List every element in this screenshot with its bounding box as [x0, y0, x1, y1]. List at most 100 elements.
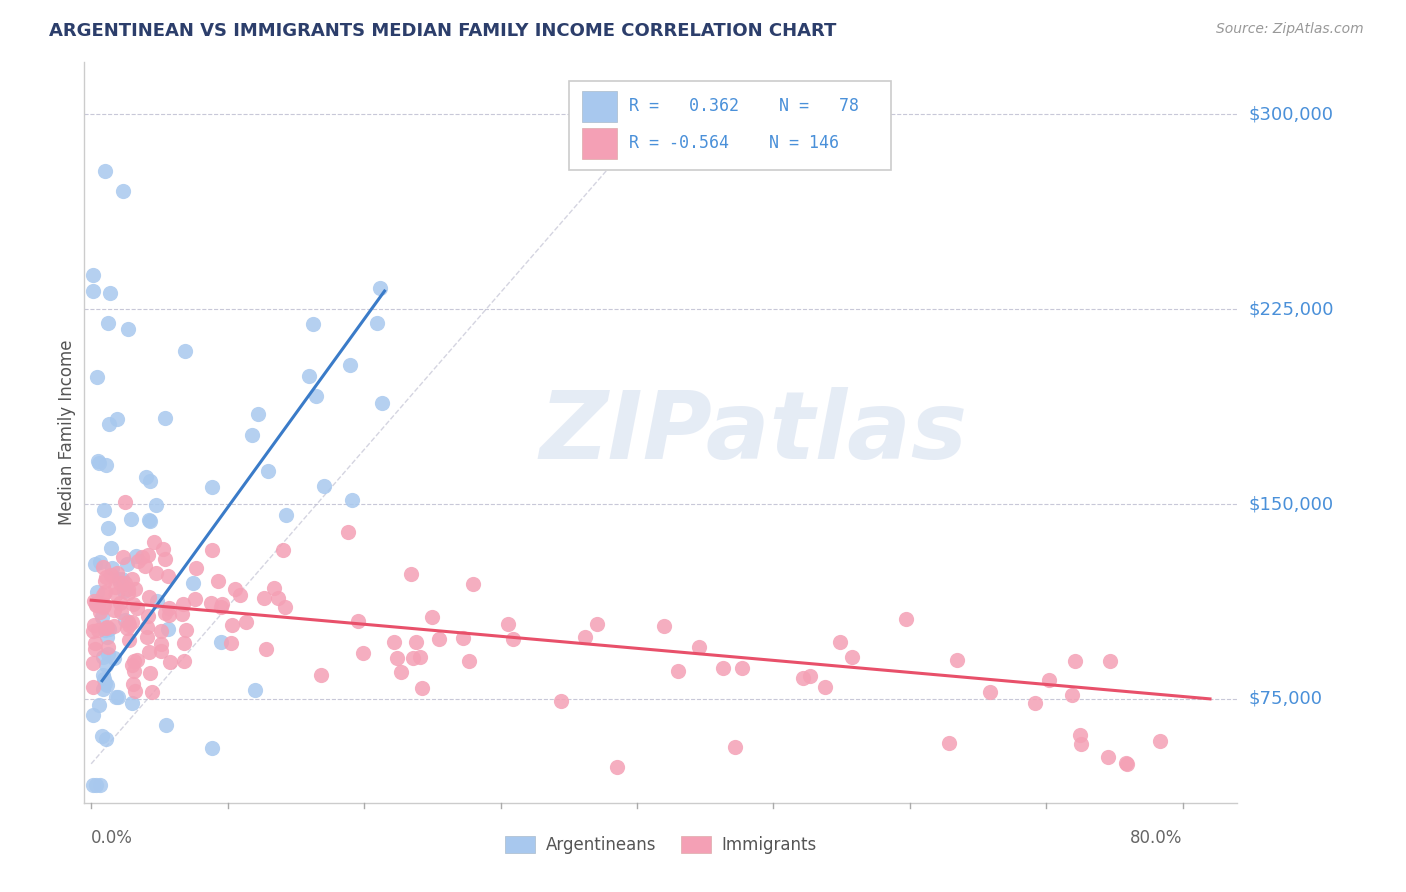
Point: [498, 617, 520, 632]
Point: [1064, 654, 1087, 668]
Point: [731, 661, 754, 675]
Point: [82, 680, 104, 694]
Point: [114, 613, 136, 627]
Point: [91, 729, 114, 743]
Point: [155, 606, 177, 620]
Point: [87, 698, 110, 713]
Point: [98, 417, 121, 431]
Point: [339, 359, 361, 373]
Point: [82, 624, 104, 638]
Point: [91, 600, 114, 615]
Point: [221, 618, 243, 632]
Point: [153, 411, 176, 425]
Point: [141, 685, 163, 699]
Point: [105, 587, 128, 601]
Point: [97, 316, 120, 330]
Point: [389, 665, 412, 680]
Point: [96, 630, 118, 644]
Point: [107, 411, 129, 425]
Point: [271, 542, 294, 557]
Point: [200, 596, 222, 610]
Point: [229, 589, 252, 603]
Point: [314, 479, 336, 493]
Point: [150, 624, 173, 638]
Point: [138, 645, 160, 659]
Point: [938, 736, 960, 750]
Point: [87, 456, 110, 470]
Point: [274, 599, 297, 614]
Point: [207, 574, 229, 589]
Point: [124, 582, 146, 596]
Point: [135, 470, 157, 484]
Point: [201, 542, 224, 557]
Legend: Argentineans, Immigrants: Argentineans, Immigrants: [499, 830, 823, 861]
Point: [337, 525, 360, 540]
Point: [127, 653, 149, 667]
Text: ZIPatlas: ZIPatlas: [538, 386, 967, 479]
Point: [402, 651, 425, 665]
Point: [115, 621, 138, 635]
Point: [82, 656, 104, 670]
Text: R =   0.362    N =   78: R = 0.362 N = 78: [628, 97, 859, 115]
Point: [114, 495, 136, 509]
Point: [257, 464, 280, 478]
Point: [97, 521, 120, 535]
Point: [96, 619, 118, 633]
Point: [84, 641, 107, 656]
Point: [139, 665, 162, 680]
Bar: [582, 128, 617, 159]
Text: ARGENTINEAN VS IMMIGRANTS MEDIAN FAMILY INCOME CORRELATION CHART: ARGENTINEAN VS IMMIGRANTS MEDIAN FAMILY …: [49, 22, 837, 40]
Point: [84, 778, 107, 792]
Point: [574, 630, 596, 644]
Point: [82, 284, 104, 298]
Point: [247, 407, 270, 421]
Point: [347, 614, 370, 628]
Point: [263, 581, 285, 595]
Text: $300,000: $300,000: [1249, 105, 1333, 123]
Point: [117, 582, 139, 597]
Point: [124, 683, 146, 698]
Point: [550, 694, 572, 708]
Point: [267, 591, 290, 606]
Point: [138, 513, 160, 527]
Point: [121, 657, 143, 672]
Point: [235, 615, 257, 629]
Point: [98, 285, 121, 300]
Point: [224, 582, 246, 596]
Point: [139, 474, 162, 488]
Point: [1038, 673, 1060, 687]
Point: [1099, 654, 1122, 668]
Point: [94, 732, 117, 747]
Text: 0.0%: 0.0%: [91, 829, 134, 847]
Point: [83, 618, 105, 632]
Point: [93, 503, 115, 517]
Point: [368, 280, 391, 294]
Point: [93, 598, 115, 612]
Point: [159, 655, 181, 669]
Point: [149, 637, 172, 651]
Point: [89, 555, 111, 569]
Point: [409, 649, 432, 664]
Bar: [582, 91, 617, 121]
Point: [96, 657, 118, 672]
Point: [979, 685, 1001, 699]
Point: [145, 498, 167, 512]
Point: [107, 690, 129, 705]
Text: Source: ZipAtlas.com: Source: ZipAtlas.com: [1216, 22, 1364, 37]
Point: [254, 641, 277, 656]
Point: [121, 696, 143, 710]
Point: [121, 677, 143, 691]
Point: [688, 640, 710, 655]
Point: [117, 615, 139, 629]
Y-axis label: Median Family Income: Median Family Income: [58, 340, 76, 525]
Point: [136, 630, 159, 644]
Point: [86, 369, 108, 384]
Point: [86, 585, 108, 599]
Point: [1069, 728, 1091, 742]
Point: [104, 690, 127, 704]
Point: [138, 591, 160, 605]
Point: [156, 569, 179, 583]
Point: [157, 608, 180, 623]
Point: [117, 585, 139, 599]
Point: [201, 480, 224, 494]
